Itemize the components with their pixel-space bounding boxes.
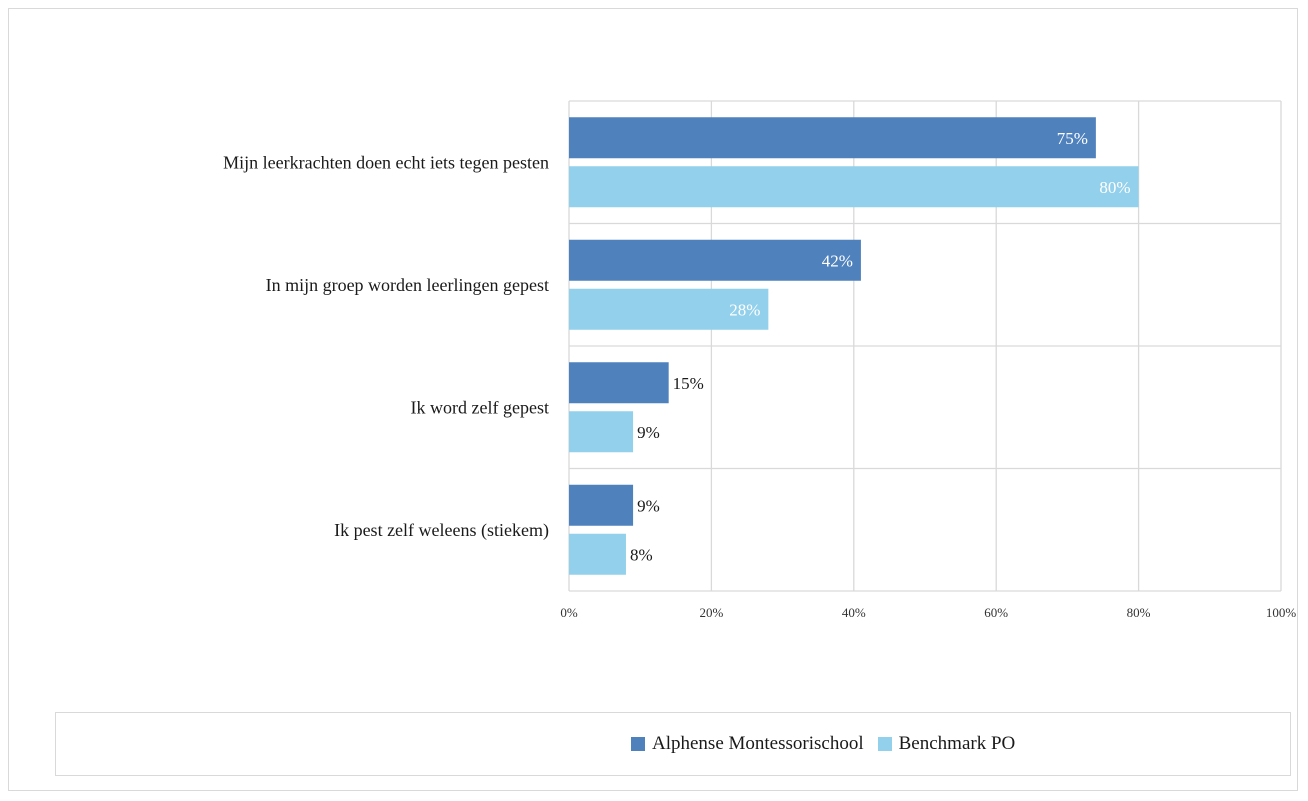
legend-swatch-series-1 bbox=[631, 737, 645, 751]
chart-frame: Mijn leerkrachten doen echt iets tegen p… bbox=[8, 8, 1298, 791]
legend-item-series-2: Benchmark PO bbox=[877, 733, 1016, 755]
bar bbox=[569, 411, 634, 453]
x-tick-label: 60% bbox=[984, 605, 1008, 620]
data-label: 42% bbox=[822, 251, 853, 270]
legend-label-series-1: Alphense Montessorischool bbox=[652, 733, 864, 754]
data-label: 9% bbox=[637, 423, 660, 442]
bar bbox=[569, 117, 1096, 159]
x-tick-label: 20% bbox=[699, 605, 723, 620]
bars bbox=[569, 117, 1139, 575]
data-label: 28% bbox=[729, 300, 760, 319]
category-labels: Mijn leerkrachten doen echt iets tegen p… bbox=[223, 152, 549, 541]
data-label: 75% bbox=[1057, 129, 1088, 148]
bar bbox=[569, 166, 1139, 208]
legend-item-series-1: Alphense Montessorischool bbox=[631, 733, 864, 755]
data-label: 8% bbox=[630, 545, 653, 564]
bar-chart: Mijn leerkrachten doen echt iets tegen p… bbox=[223, 100, 1296, 620]
legend-label-series-2: Benchmark PO bbox=[898, 733, 1016, 754]
bar bbox=[569, 362, 669, 404]
category-label: In mijn groep worden leerlingen gepest bbox=[266, 275, 549, 295]
category-label: Ik pest zelf weleens (stiekem) bbox=[334, 520, 549, 541]
x-tick-label: 80% bbox=[1127, 605, 1151, 620]
data-label: 9% bbox=[637, 496, 660, 515]
category-label: Mijn leerkrachten doen echt iets tegen p… bbox=[223, 152, 549, 172]
bar bbox=[569, 239, 861, 281]
legend: Alphense Montessorischool Benchmark PO bbox=[55, 712, 1291, 776]
data-label: 15% bbox=[673, 374, 704, 393]
x-tick-label: 100% bbox=[1266, 605, 1297, 620]
data-labels: 75% 80% 42% 28% 15% 9% 9% 8% bbox=[630, 129, 1131, 565]
x-tick-label: 0% bbox=[560, 605, 578, 620]
x-tick-labels: 0% 20% 40% 60% 80% 100% bbox=[560, 605, 1296, 620]
legend-swatch-series-2 bbox=[877, 737, 892, 751]
data-label: 80% bbox=[1099, 178, 1130, 197]
bar bbox=[569, 533, 626, 575]
x-tick-label: 40% bbox=[842, 605, 866, 620]
bar bbox=[569, 288, 769, 330]
category-label: Ik word zelf gepest bbox=[411, 397, 549, 417]
bar bbox=[569, 484, 634, 526]
